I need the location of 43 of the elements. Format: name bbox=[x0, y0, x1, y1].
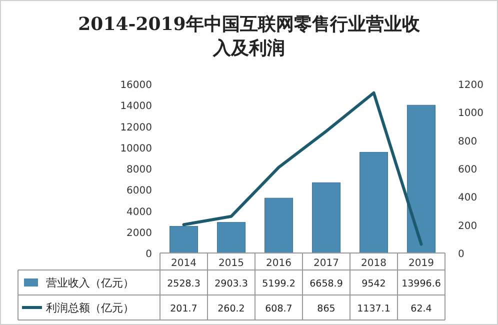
data-label: 5199.2 bbox=[262, 278, 296, 290]
data-label: 608.7 bbox=[265, 304, 292, 314]
y-tick-label: 10000 bbox=[120, 143, 152, 154]
data-label: 9542 bbox=[362, 278, 386, 290]
y-tick-label: 8000 bbox=[126, 164, 152, 176]
y2-tick-label: 200 bbox=[458, 220, 478, 232]
x-tick-label: 2018 bbox=[361, 258, 386, 269]
data-label: 62.4 bbox=[410, 304, 432, 314]
data-label: 201.7 bbox=[170, 304, 198, 314]
data-label: 2528.3 bbox=[167, 278, 200, 290]
data-label: 865 bbox=[317, 304, 336, 314]
y-tick-label: 6000 bbox=[126, 186, 152, 197]
y-tick-label: 16000 bbox=[120, 80, 152, 91]
data-label: 6658.9 bbox=[310, 278, 343, 290]
data-label: 2903.3 bbox=[214, 278, 248, 290]
y-tick-label: 12000 bbox=[120, 122, 152, 134]
bar bbox=[217, 222, 246, 254]
x-tick-label: 2019 bbox=[408, 258, 434, 269]
data-label: 1137.1 bbox=[357, 304, 390, 314]
x-tick-label: 2017 bbox=[314, 258, 339, 269]
x-tick-label: 2015 bbox=[218, 258, 244, 269]
bar bbox=[312, 182, 340, 254]
bar bbox=[264, 198, 293, 254]
y2-tick-label: 1000 bbox=[458, 108, 484, 120]
bar bbox=[407, 104, 436, 254]
y-tick-label: 0 bbox=[146, 249, 152, 260]
y2-tick-label: 600 bbox=[458, 164, 478, 176]
title: 2014-2019年中国互联网零售行业营业收入及利润 bbox=[78, 14, 420, 59]
legend-label: 营业收入（亿元） bbox=[46, 276, 134, 290]
y-tick-label: 4000 bbox=[126, 206, 152, 218]
x-tick-label: 2016 bbox=[266, 258, 292, 269]
y2-tick-label: 400 bbox=[458, 192, 478, 204]
bar bbox=[170, 226, 198, 254]
y2-tick-label: 1200 bbox=[458, 80, 484, 91]
y-tick-label: 14000 bbox=[120, 101, 152, 112]
data-label: 260.2 bbox=[218, 304, 245, 314]
y2-tick-label: 0 bbox=[458, 249, 464, 260]
legend-label: 利润总额（亿元） bbox=[46, 302, 134, 314]
x-tick-label: 2014 bbox=[171, 258, 196, 269]
bar bbox=[360, 152, 388, 254]
y2-tick-label: 800 bbox=[458, 136, 478, 148]
y-tick-label: 2000 bbox=[126, 228, 152, 239]
data-label: 13996.6 bbox=[402, 278, 441, 290]
